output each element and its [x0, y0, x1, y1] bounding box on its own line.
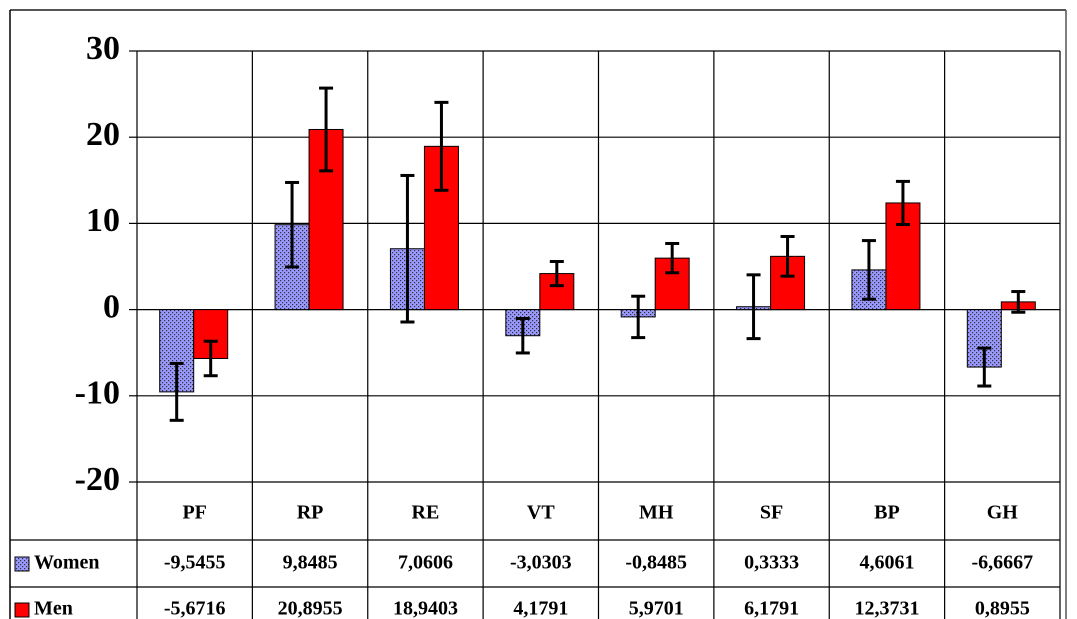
- error-bar: [515, 316, 530, 355]
- legend-label: Men: [34, 598, 73, 619]
- error-bar: [434, 100, 449, 192]
- error-bar: [169, 361, 184, 422]
- table-value: 4,1791: [513, 598, 568, 619]
- error-bar: [549, 260, 564, 288]
- y-tick-label: 10: [86, 202, 120, 239]
- category-label: SF: [760, 502, 783, 524]
- table-value: 4,6061: [859, 552, 914, 574]
- legend-swatch: [14, 556, 30, 572]
- y-tick-label: -20: [75, 461, 120, 498]
- error-bar: [861, 239, 876, 301]
- y-tick-label: 30: [86, 30, 120, 67]
- error-bar: [319, 86, 334, 173]
- table-value: 6,1791: [744, 598, 799, 619]
- legend-label: Women: [34, 552, 100, 574]
- legend-swatch: [14, 602, 30, 618]
- category-label: GH: [987, 502, 1019, 524]
- error-bar: [285, 180, 300, 269]
- y-tick-label: 20: [86, 116, 120, 153]
- table-value: 0,3333: [744, 552, 799, 574]
- category-label: MH: [639, 502, 674, 524]
- error-bar: [400, 173, 415, 324]
- category-label: PF: [182, 502, 206, 524]
- category-label: RE: [412, 502, 440, 524]
- category-label: RP: [297, 502, 324, 524]
- bar: [770, 255, 806, 311]
- error-bar: [780, 235, 795, 278]
- table-value: -3,0303: [510, 552, 572, 574]
- table-value: -6,6667: [971, 552, 1033, 574]
- error-bar: [665, 241, 680, 275]
- y-tick-label: 0: [103, 288, 120, 325]
- error-bar: [977, 346, 992, 388]
- table-value: -0,8485: [625, 552, 687, 574]
- y-tick-label: -10: [75, 375, 120, 412]
- table-value: 7,0606: [398, 552, 453, 574]
- category-label: VT: [527, 502, 555, 524]
- table-value: -5,6716: [164, 598, 226, 619]
- error-bar: [1011, 290, 1026, 314]
- error-bar: [203, 339, 218, 378]
- table-value: 9,8485: [283, 552, 338, 574]
- error-bar: [746, 273, 761, 341]
- table-value: 12,3731: [854, 598, 919, 619]
- table-value: 20,8955: [278, 598, 343, 619]
- error-bar: [631, 294, 646, 340]
- table-value: 0,8955: [975, 598, 1030, 619]
- table-value: 18,9403: [393, 598, 458, 619]
- table-value: 5,9701: [629, 598, 684, 619]
- error-bar: [895, 179, 910, 226]
- category-label: BP: [874, 502, 900, 524]
- table-value: -9,5455: [164, 552, 226, 574]
